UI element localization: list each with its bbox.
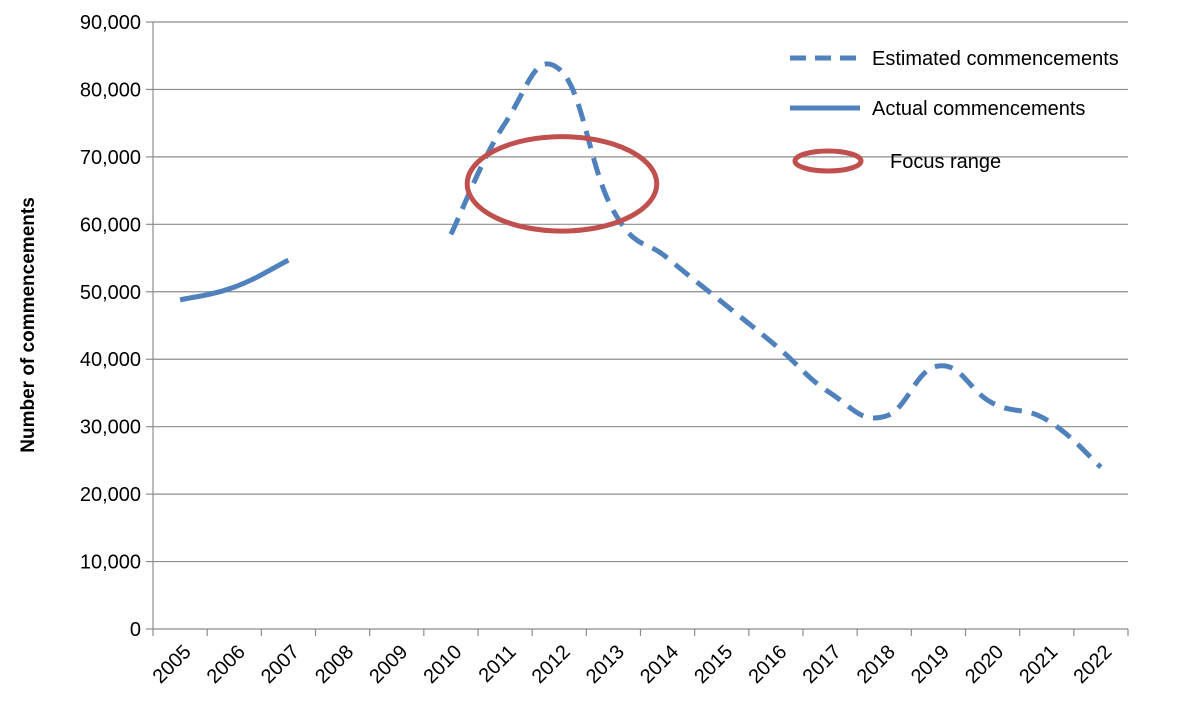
x-tick-label: 2019 — [907, 641, 954, 688]
x-tick-label: 2021 — [1015, 641, 1062, 688]
y-tick-label: 70,000 — [80, 147, 141, 169]
y-tick-label: 90,000 — [80, 12, 141, 34]
series-lines — [179, 61, 1103, 469]
gridlines — [153, 21, 1128, 563]
x-tick-labels: 2005 2006 2007 2008 2009 2010 2011 2012 2013 2014… — [149, 641, 1117, 688]
x-tick-label: 2010 — [419, 641, 466, 688]
annotations — [464, 134, 660, 234]
series-line-estimated — [448, 61, 1103, 469]
legend-label-actual: Actual commencements — [872, 98, 1085, 120]
y-tick-label: 20,000 — [80, 484, 141, 506]
legend: Estimated commencements Actual commencem… — [790, 48, 1119, 174]
x-tick-label: 2017 — [799, 641, 846, 688]
legend-swatch-focus — [792, 148, 864, 174]
y-axis-label: Number of commencements — [18, 197, 39, 453]
legend-label-focus: Focus range — [890, 151, 1001, 173]
x-tick-label: 2005 — [149, 641, 196, 688]
x-tick-label: 2006 — [203, 641, 250, 688]
x-tick-label: 2018 — [853, 641, 900, 688]
x-tick-label: 2011 — [475, 641, 521, 687]
y-tick-label: 30,000 — [80, 417, 141, 439]
y-tick-label: 40,000 — [80, 349, 141, 371]
y-tick-label: 80,000 — [80, 79, 141, 101]
x-tick-label: 2020 — [961, 641, 1008, 688]
x-tick-label: 2009 — [365, 641, 412, 688]
x-tick-label: 2016 — [744, 641, 791, 688]
x-tick-label: 2014 — [636, 641, 683, 688]
x-tick-label: 2013 — [582, 641, 629, 688]
axes — [146, 21, 1129, 636]
series-line-actual — [179, 257, 290, 303]
y-tick-label: 50,000 — [80, 282, 141, 304]
x-tick-label: 2022 — [1069, 641, 1116, 688]
y-tick-label: 0 — [130, 619, 141, 641]
x-tick-label: 2015 — [690, 641, 737, 688]
focus-range-ellipse — [464, 134, 660, 234]
x-tick-label: 2012 — [528, 641, 575, 688]
y-tick-label: 10,000 — [80, 552, 141, 574]
y-tick-label: 60,000 — [80, 214, 141, 236]
legend-label-estimated: Estimated commencements — [872, 48, 1119, 70]
y-tick-labels: 0 10,000 20,000 30,000 40,000 50,000 60,000 70,… — [80, 12, 141, 641]
x-tick-label: 2008 — [311, 641, 358, 688]
x-tick-label: 2007 — [257, 641, 304, 688]
